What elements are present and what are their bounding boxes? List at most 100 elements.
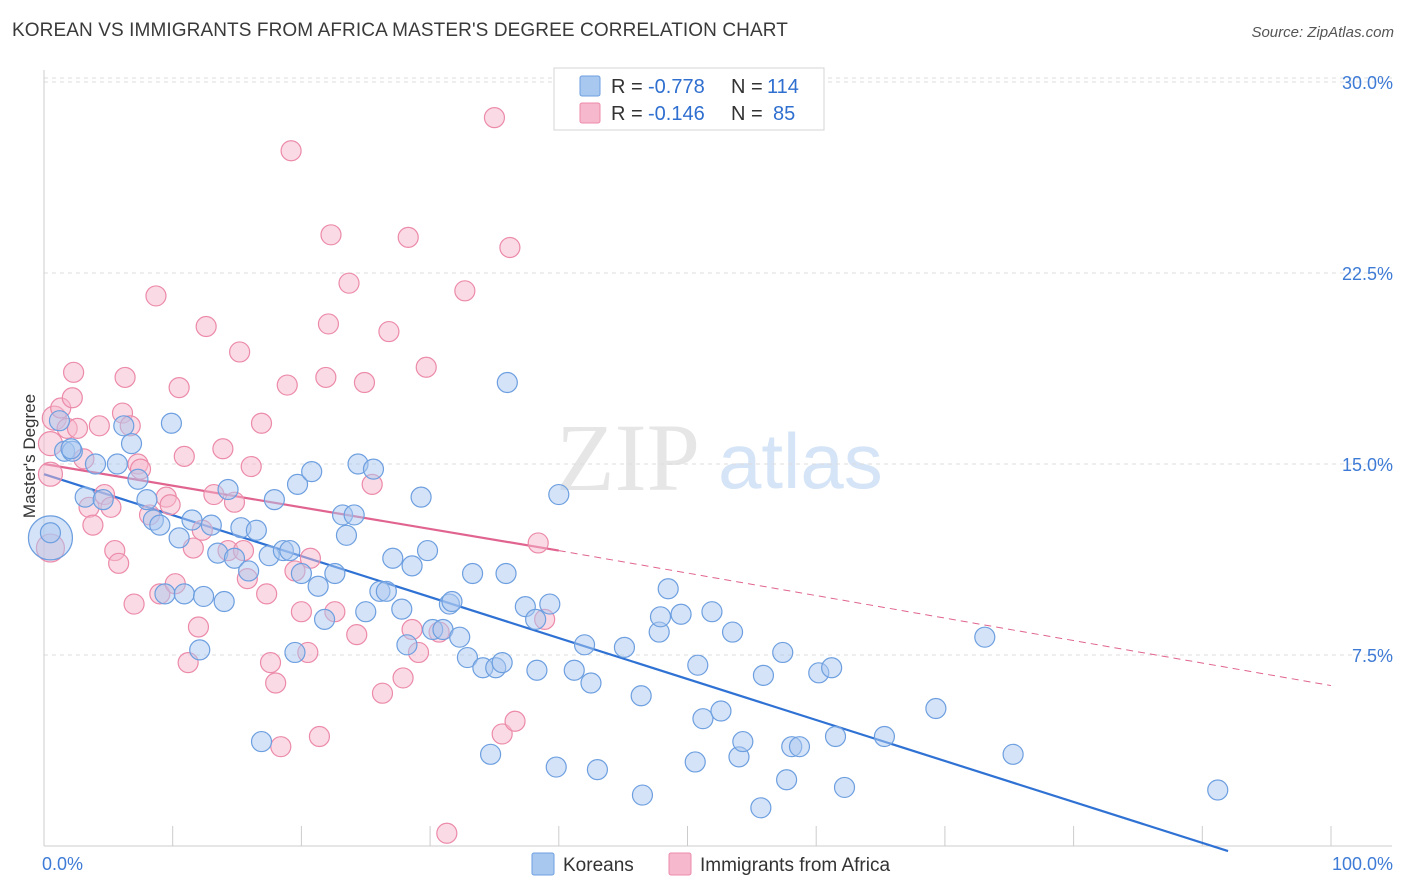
africa-trend-line-dashed — [558, 550, 1332, 687]
africa-point-62 — [353, 371, 376, 394]
korean-point-40 — [307, 575, 329, 597]
bottom-legend: Koreans Immigrants from Africa — [531, 852, 890, 876]
africa-point-37 — [212, 438, 234, 460]
legend-swatch-africa — [579, 102, 601, 124]
korean-point-36 — [284, 641, 306, 664]
africa-point-67 — [397, 226, 419, 248]
africa-point-45 — [256, 583, 278, 605]
korean-point-30 — [245, 519, 267, 541]
legend-r-label-koreans: R = — [611, 76, 643, 98]
korean-point-76 — [563, 659, 585, 681]
africa-point-29 — [168, 377, 190, 399]
legend-n-label-koreans: N = — [731, 76, 763, 98]
y-tick-label-1: 15.0% — [1342, 455, 1393, 475]
korean-point-74 — [545, 756, 567, 778]
korean-point-62 — [456, 646, 479, 669]
korean-point-20 — [181, 509, 203, 531]
korean-point-6 — [74, 486, 96, 508]
korean-point-54 — [401, 555, 423, 577]
korean-point-17 — [160, 412, 183, 434]
korean-point-51 — [382, 547, 404, 569]
africa-point-60 — [338, 272, 360, 294]
africa-point-66 — [392, 667, 414, 689]
africa-point-70 — [415, 356, 437, 378]
korean-point-72 — [526, 659, 548, 681]
africa-point-20 — [123, 593, 145, 615]
africa-point-72 — [436, 822, 458, 844]
africa-point-33 — [187, 616, 210, 638]
chart-title: KOREAN VS IMMIGRANTS FROM AFRICA MASTER'… — [12, 20, 788, 41]
korean-point-98 — [775, 769, 798, 791]
korean-point-86 — [670, 603, 692, 625]
africa-point-40 — [229, 341, 251, 363]
korean-point-31 — [250, 730, 273, 753]
korean-point-42 — [324, 562, 346, 585]
korean-point-23 — [200, 514, 222, 536]
y-tick-label-2: 22.5% — [1342, 264, 1393, 284]
korean-point-78 — [580, 672, 602, 694]
legend-r-value-koreans: -0.778 — [648, 76, 705, 98]
africa-point-75 — [491, 723, 513, 745]
africa-point-55 — [308, 725, 331, 748]
korean-point-1 — [39, 522, 62, 544]
korean-point-67 — [491, 652, 513, 674]
legend-n-label-africa: N = — [731, 103, 763, 125]
korean-point-107 — [974, 626, 996, 648]
korean-point-87 — [684, 751, 706, 773]
watermark-zip: ZIP — [556, 404, 700, 511]
korean-point-52 — [391, 598, 413, 620]
tick-labels: 7.5% 15.0% 22.5% 30.0% 0.0% 100.0% — [42, 73, 1393, 874]
korean-point-55 — [410, 486, 432, 508]
korean-point-106 — [925, 697, 947, 720]
legend-n-value-koreans: 114 — [767, 76, 799, 98]
africa-point-47 — [265, 672, 287, 694]
africa-point-44 — [250, 412, 273, 434]
y-tick-label-3: 30.0% — [1342, 73, 1393, 93]
korean-point-95 — [750, 797, 772, 819]
korean-point-38 — [290, 562, 312, 585]
korean-point-12 — [127, 468, 149, 490]
korean-point-44 — [335, 524, 358, 546]
korean-point-11 — [120, 433, 143, 455]
korean-point-27 — [223, 547, 246, 569]
korean-point-10 — [113, 415, 135, 437]
korean-point-90 — [701, 601, 723, 623]
korean-point-73 — [539, 593, 561, 615]
korean-point-48 — [362, 458, 385, 480]
bottom-legend-swatch-africa — [668, 852, 692, 876]
korean-point-13 — [136, 489, 158, 511]
korean-point-56 — [416, 539, 439, 562]
africa-point-18 — [114, 366, 136, 389]
y-tick-label-0: 7.5% — [1352, 646, 1393, 666]
africa-point-74 — [483, 107, 506, 129]
africa-point-76 — [499, 236, 521, 259]
korean-point-108 — [1002, 743, 1024, 765]
x-tick-label-0: 0.0% — [42, 854, 83, 874]
korean-point-80 — [613, 636, 636, 658]
korean-point-63 — [461, 562, 484, 585]
korean-point-60 — [441, 590, 463, 613]
korean-point-53 — [396, 634, 418, 656]
africa-point-65 — [378, 320, 400, 343]
korean-point-15 — [149, 514, 171, 536]
korean-point-22 — [192, 585, 215, 608]
africa-point-52 — [290, 601, 312, 623]
source-label: Source: ZipAtlas.com — [1251, 24, 1394, 41]
korean-point-104 — [833, 776, 856, 799]
africa-point-78 — [527, 532, 549, 554]
africa-point-12 — [88, 415, 110, 437]
legend-r-value-africa: -0.146 — [648, 103, 705, 125]
korean-point-81 — [630, 685, 652, 707]
africa-point-7 — [63, 361, 85, 383]
korean-point-84 — [649, 606, 672, 628]
korean-point-96 — [752, 664, 775, 686]
korean-point-45 — [343, 504, 365, 526]
africa-point-58 — [320, 224, 342, 246]
africa-point-73 — [454, 280, 476, 302]
korean-point-26 — [217, 478, 239, 501]
watermark-atlas: atlas — [718, 417, 883, 505]
korean-point-50 — [375, 580, 397, 602]
legend: R = -0.778 N = 114 R = -0.146 N = 85 — [553, 67, 825, 131]
bottom-legend-label-koreans: Koreans — [563, 855, 634, 876]
